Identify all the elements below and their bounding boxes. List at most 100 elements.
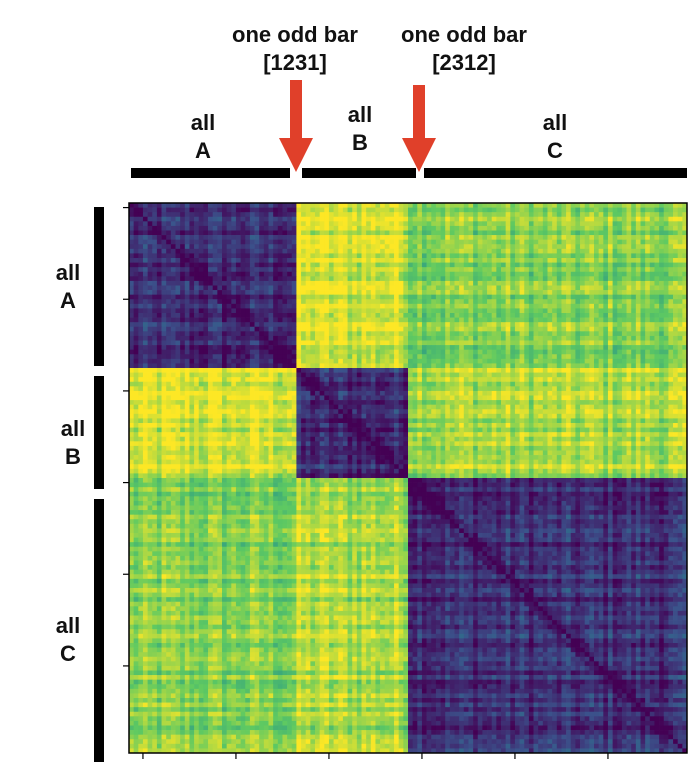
- heatmap-cell: [319, 276, 325, 282]
- heatmap-cell: [491, 280, 497, 286]
- heatmap-cell: [198, 216, 204, 222]
- heatmap-cell: [203, 285, 209, 291]
- heatmap-cell: [333, 349, 339, 355]
- heatmap-cell: [198, 349, 204, 355]
- heatmap-cell: [138, 225, 144, 231]
- heatmap-cell: [212, 368, 218, 373]
- heatmap-cell: [426, 276, 432, 282]
- heatmap-cell: [180, 253, 186, 259]
- heatmap-cell: [361, 368, 367, 373]
- heatmap-cell: [514, 313, 520, 318]
- heatmap-cell: [505, 216, 511, 222]
- heatmap-cell: [170, 267, 176, 273]
- heatmap-cell: [142, 225, 148, 231]
- heatmap-cell: [152, 354, 158, 360]
- heatmap-cell: [194, 358, 200, 364]
- heatmap-cell: [315, 317, 320, 323]
- heatmap-cell: [640, 212, 646, 218]
- heatmap-cell: [556, 377, 562, 383]
- heatmap-cell: [282, 303, 288, 309]
- heatmap-cell: [375, 280, 381, 286]
- heatmap-cell: [366, 271, 372, 277]
- heatmap-cell: [487, 262, 493, 268]
- heatmap-cell: [254, 271, 260, 277]
- heatmap-cell: [394, 313, 400, 318]
- heatmap-cell: [640, 308, 646, 314]
- heatmap-cell: [180, 331, 186, 337]
- heatmap-cell: [147, 308, 153, 314]
- left-block-b-bar: [94, 376, 104, 489]
- heatmap-cell: [222, 235, 227, 241]
- heatmap-cell: [659, 253, 665, 259]
- heatmap-cell: [240, 335, 246, 341]
- heatmap-cell: [584, 358, 590, 364]
- heatmap-cell: [547, 340, 553, 346]
- heatmap-cell: [184, 235, 190, 241]
- heatmap-cell: [384, 230, 390, 236]
- heatmap-cell: [640, 285, 646, 291]
- heatmap-cell: [315, 207, 320, 213]
- heatmap-cell: [380, 317, 386, 323]
- heatmap-cell: [338, 216, 344, 222]
- heatmap-cell: [166, 299, 172, 305]
- heatmap-cell: [645, 235, 651, 241]
- heatmap-cell: [677, 363, 683, 369]
- heatmap-cell: [129, 212, 134, 218]
- heatmap-cell: [310, 280, 316, 286]
- heatmap-cell: [635, 345, 641, 351]
- heatmap-cell: [575, 381, 581, 387]
- heatmap-cell: [431, 358, 437, 364]
- heatmap-cell: [212, 267, 218, 273]
- heatmap-cell: [487, 386, 493, 392]
- heatmap-cell: [235, 386, 241, 392]
- heatmap-cell: [380, 290, 386, 296]
- heatmap-cell: [398, 363, 404, 369]
- heatmap-cell: [203, 345, 209, 351]
- heatmap-cell: [235, 377, 241, 383]
- heatmap-cell: [659, 230, 665, 236]
- heatmap-cell: [361, 349, 367, 355]
- heatmap-cell: [435, 267, 441, 273]
- heatmap-cell: [612, 216, 618, 222]
- heatmap-cell: [170, 244, 176, 250]
- heatmap-cell: [556, 363, 562, 369]
- heatmap-cell: [514, 354, 520, 360]
- heatmap-cell: [338, 267, 344, 273]
- heatmap-cell: [287, 280, 293, 286]
- heatmap-cell: [147, 349, 153, 355]
- heatmap-cell: [170, 262, 176, 268]
- heatmap-cell: [570, 267, 576, 273]
- heatmap-cell: [594, 248, 599, 254]
- heatmap-cell: [231, 308, 237, 314]
- heatmap-cell: [222, 308, 227, 314]
- heatmap-cell: [310, 299, 316, 305]
- heatmap-cell: [319, 313, 325, 318]
- heatmap-cell: [194, 313, 200, 318]
- heatmap-cell: [645, 372, 651, 378]
- heatmap-cell: [161, 363, 167, 369]
- heatmap-cell: [645, 368, 651, 373]
- heatmap-cell: [487, 354, 493, 360]
- heatmap-cell: [380, 322, 386, 328]
- heatmap-cell: [617, 271, 623, 277]
- heatmap-cell: [552, 285, 558, 291]
- heatmap-cell: [217, 326, 223, 332]
- heatmap-cell: [319, 253, 325, 259]
- heatmap-cell: [375, 262, 381, 268]
- heatmap-cell: [259, 358, 265, 364]
- heatmap-cell: [612, 294, 618, 300]
- heatmap-cell: [640, 317, 646, 323]
- heatmap-cell: [208, 244, 214, 250]
- heatmap-cell: [612, 317, 618, 323]
- heatmap-cell: [617, 372, 623, 378]
- heatmap-cell: [603, 280, 609, 286]
- heatmap-cell: [659, 244, 665, 250]
- heatmap-cell: [259, 363, 265, 369]
- heatmap-cell: [319, 326, 325, 332]
- heatmap-cell: [431, 285, 437, 291]
- heatmap-cell: [310, 335, 316, 341]
- heatmap-cell: [552, 271, 558, 277]
- heatmap-cell: [198, 335, 204, 341]
- heatmap-cell: [166, 345, 172, 351]
- heatmap-cell: [268, 335, 274, 341]
